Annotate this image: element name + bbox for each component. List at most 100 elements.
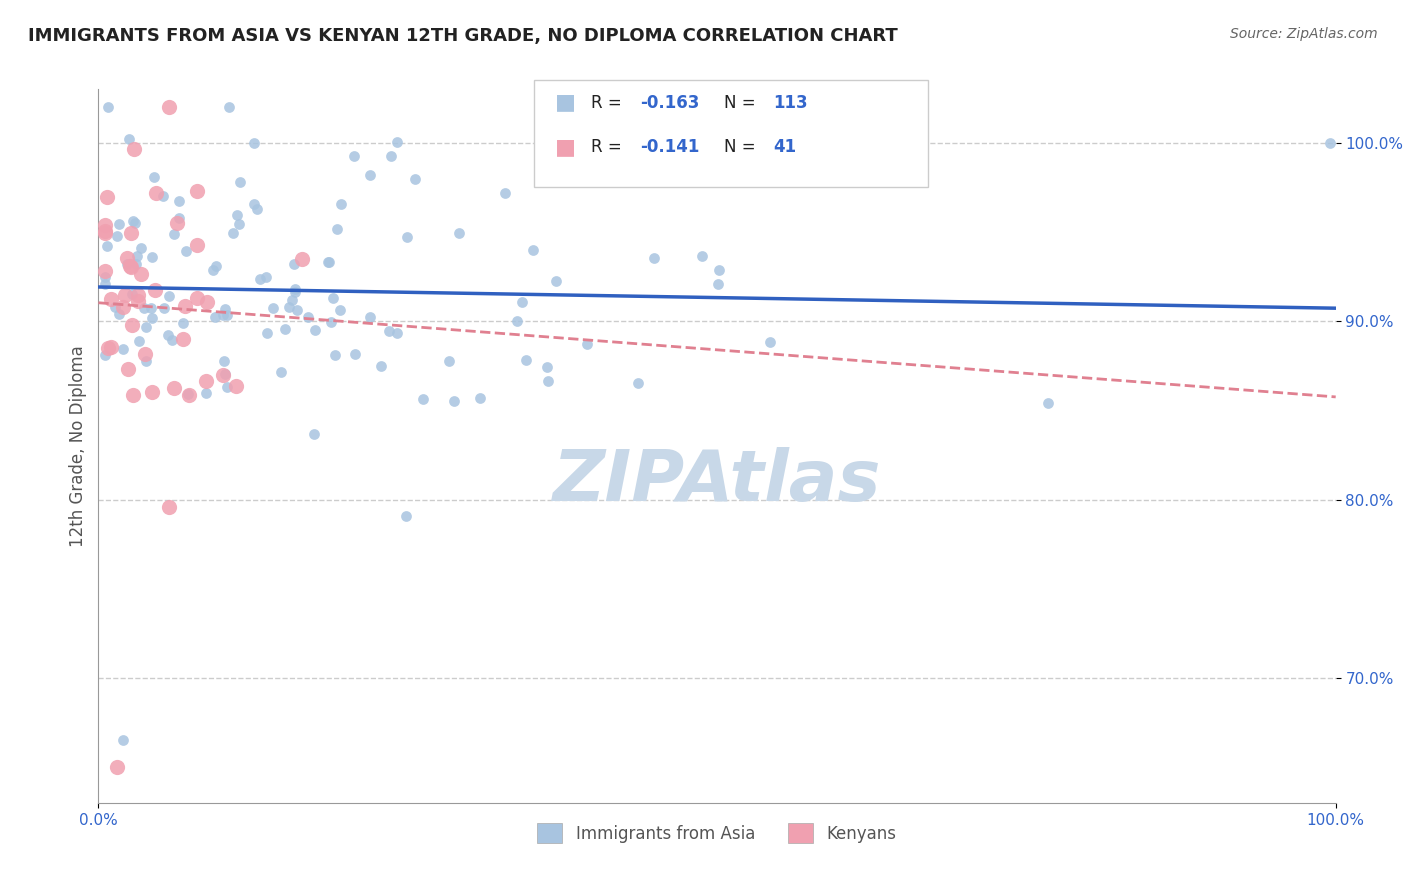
Point bbox=[412, 392, 434, 406]
Point bbox=[104, 300, 127, 314]
Point bbox=[121, 388, 143, 402]
Point bbox=[160, 334, 183, 348]
Point bbox=[515, 353, 537, 368]
Point bbox=[304, 427, 326, 442]
Point bbox=[297, 310, 319, 325]
Point bbox=[228, 218, 250, 232]
Point bbox=[536, 360, 558, 375]
Point bbox=[194, 374, 217, 388]
Point bbox=[167, 194, 190, 208]
Point bbox=[129, 268, 152, 282]
Point bbox=[93, 348, 115, 362]
Point bbox=[186, 184, 208, 198]
Point bbox=[166, 216, 188, 230]
Point bbox=[226, 208, 249, 222]
Text: ■: ■ bbox=[555, 93, 576, 112]
Point bbox=[153, 301, 176, 315]
Point bbox=[141, 311, 163, 326]
Point bbox=[177, 387, 200, 401]
Point bbox=[174, 299, 197, 313]
Point bbox=[316, 255, 339, 269]
Point bbox=[145, 186, 167, 200]
Point bbox=[195, 295, 218, 310]
Point bbox=[163, 227, 186, 241]
Point bbox=[93, 264, 115, 278]
Point bbox=[215, 309, 238, 323]
Point bbox=[387, 135, 409, 149]
Point bbox=[143, 169, 166, 184]
Point bbox=[97, 100, 120, 114]
Point bbox=[643, 251, 665, 265]
Point bbox=[437, 354, 460, 368]
Point bbox=[115, 257, 138, 271]
Point bbox=[125, 249, 148, 263]
Point bbox=[470, 391, 492, 405]
Point bbox=[707, 277, 730, 291]
Point bbox=[96, 190, 118, 204]
Point bbox=[93, 270, 115, 285]
Point bbox=[105, 760, 128, 774]
Point bbox=[122, 214, 145, 228]
Point bbox=[125, 257, 148, 271]
Text: -0.163: -0.163 bbox=[640, 94, 699, 112]
Point bbox=[447, 227, 470, 241]
Point bbox=[157, 289, 180, 303]
Point bbox=[359, 310, 381, 325]
Point bbox=[627, 376, 650, 390]
Text: ■: ■ bbox=[555, 137, 576, 157]
Point bbox=[204, 259, 226, 273]
Point bbox=[225, 378, 247, 392]
Point bbox=[127, 288, 149, 302]
Point bbox=[506, 313, 529, 327]
Point bbox=[214, 368, 236, 382]
Point bbox=[380, 149, 402, 163]
Point bbox=[141, 384, 163, 399]
Point bbox=[157, 100, 180, 114]
Point bbox=[285, 302, 308, 317]
Point bbox=[134, 347, 156, 361]
Point bbox=[100, 293, 122, 307]
Point bbox=[120, 260, 142, 274]
Point bbox=[157, 500, 180, 515]
Point bbox=[135, 354, 157, 368]
Point bbox=[127, 293, 149, 308]
Point bbox=[152, 188, 174, 202]
Point bbox=[93, 277, 115, 292]
Point bbox=[176, 244, 198, 258]
Point bbox=[707, 263, 730, 277]
Point bbox=[229, 175, 252, 189]
Text: 113: 113 bbox=[773, 94, 808, 112]
Point bbox=[245, 202, 267, 216]
Point bbox=[281, 293, 304, 307]
Point bbox=[284, 285, 307, 299]
Point bbox=[546, 274, 568, 288]
Point bbox=[443, 393, 465, 408]
Point bbox=[122, 142, 145, 156]
Text: N =: N = bbox=[724, 94, 761, 112]
Text: -0.141: -0.141 bbox=[640, 138, 699, 156]
Point bbox=[522, 244, 544, 258]
Point bbox=[256, 326, 278, 340]
Point bbox=[201, 262, 224, 277]
Legend: Immigrants from Asia, Kenyans: Immigrants from Asia, Kenyans bbox=[529, 814, 905, 852]
Point bbox=[576, 337, 599, 351]
Point bbox=[115, 251, 138, 265]
Point bbox=[186, 238, 208, 252]
Point bbox=[262, 301, 284, 315]
Point bbox=[284, 282, 307, 296]
Point bbox=[177, 388, 200, 402]
Point bbox=[204, 310, 226, 325]
Point bbox=[343, 149, 366, 163]
Point bbox=[162, 381, 184, 395]
Point bbox=[254, 270, 277, 285]
Point bbox=[536, 374, 558, 388]
Point bbox=[112, 301, 135, 315]
Point bbox=[124, 216, 146, 230]
Point bbox=[112, 733, 135, 747]
Point bbox=[759, 334, 782, 349]
Point bbox=[112, 342, 135, 356]
Point bbox=[319, 315, 342, 329]
Point bbox=[108, 218, 131, 232]
Point bbox=[128, 334, 150, 348]
Point bbox=[134, 301, 156, 315]
